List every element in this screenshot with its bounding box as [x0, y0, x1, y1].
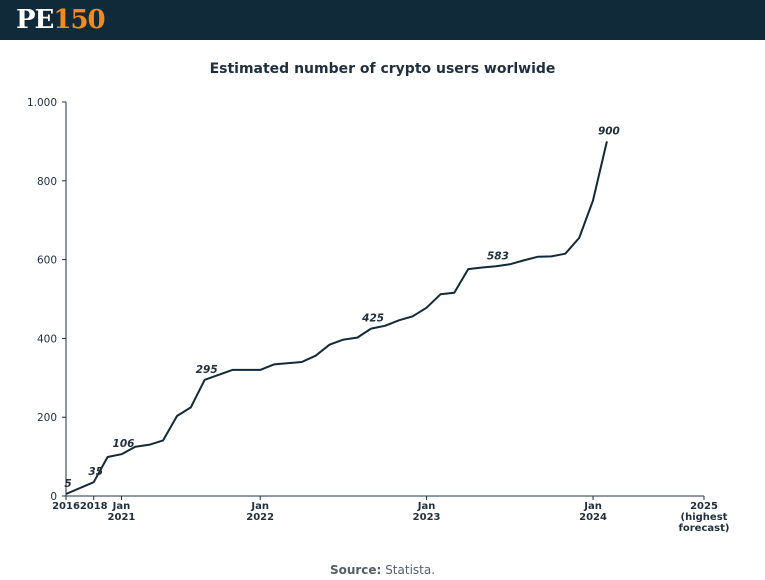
x-tick-label: 2018 [80, 501, 108, 512]
x-tick-label: (highest [681, 512, 728, 523]
x-tick-label: 2021 [108, 512, 136, 523]
y-tick-label: 0 [50, 491, 57, 503]
data-label: 583 [487, 250, 509, 262]
data-label: 425 [361, 313, 384, 325]
y-tick-label: 800 [37, 176, 57, 188]
source-note: Source: Statista. [0, 563, 765, 577]
x-tick-label: 2025 [690, 501, 718, 512]
header-bar: PE 150 [0, 0, 765, 40]
logo-number: 150 [53, 5, 105, 35]
data-label: 35 [88, 466, 103, 478]
data-label: 900 [598, 125, 620, 137]
x-tick-label: 2024 [579, 512, 607, 523]
source-label: Source: [329, 563, 382, 577]
x-tick-label: 2022 [246, 512, 274, 523]
x-tick-label: Jan [250, 501, 269, 512]
data-label: 5 [64, 478, 71, 490]
y-tick-label: 600 [37, 255, 57, 267]
series-line [65, 141, 608, 495]
y-tick-label: 400 [37, 333, 57, 345]
x-tick-label: Jan [417, 501, 436, 512]
x-tick-label: Jan [583, 501, 602, 512]
logo-prefix: PE [16, 5, 54, 35]
x-tick-label: forecast) [679, 523, 730, 534]
x-tick-label: Jan [112, 501, 131, 512]
y-tick-label: 1.000 [27, 97, 57, 109]
data-label: 106 [113, 438, 135, 450]
chart-title: Estimated number of crypto users worlwid… [209, 61, 556, 77]
y-tick-label: 200 [37, 412, 57, 424]
source-text: Statista. [385, 563, 436, 577]
x-tick-label: 2023 [413, 512, 441, 523]
pe150-logo[interactable]: PE 150 [16, 5, 106, 35]
x-tick-label: 2016 [52, 501, 80, 512]
data-label: 295 [196, 364, 218, 376]
